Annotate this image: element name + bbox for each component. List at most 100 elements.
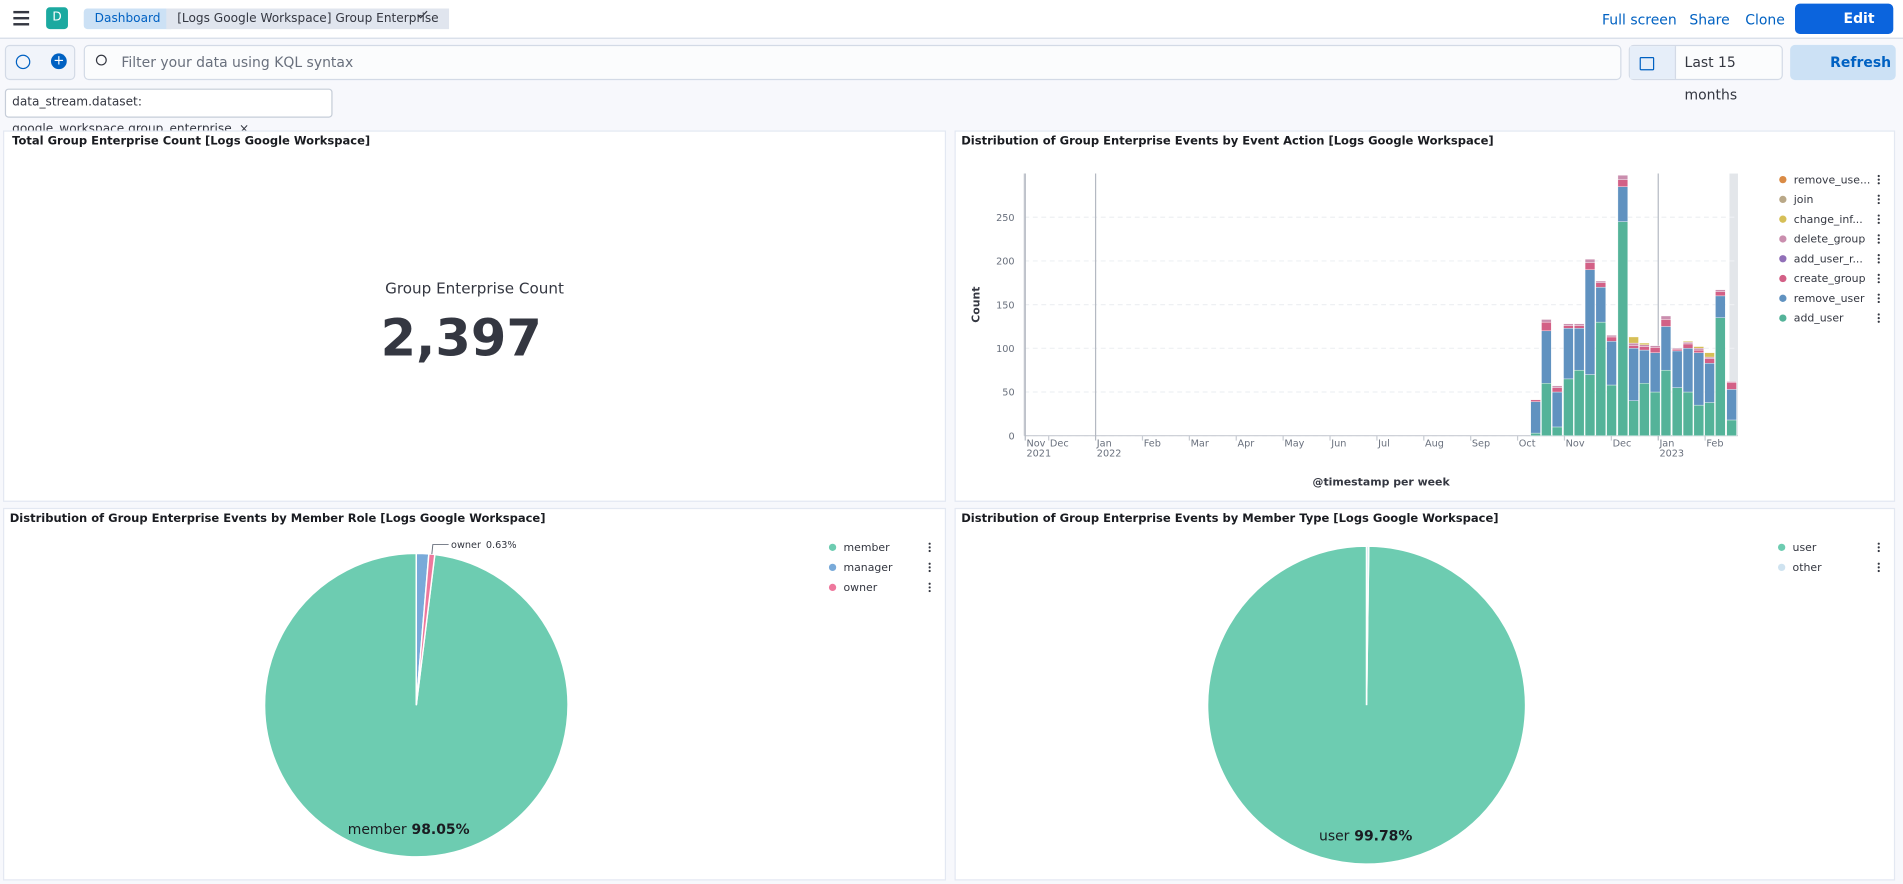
y-tick-label: 200	[996, 257, 1015, 268]
legend-swatch	[828, 583, 837, 592]
bar-segment	[1650, 345, 1661, 348]
full-screen-link[interactable]: Full screen	[1602, 10, 1677, 28]
legend-menu-dot	[928, 589, 931, 593]
x-tick-label-line: 2021	[1026, 448, 1051, 459]
legend-menu-dot	[1877, 293, 1880, 296]
slice-label: member 98.05%	[348, 822, 470, 838]
y-tick-label: 100	[996, 344, 1015, 355]
bar-segment	[1650, 347, 1661, 353]
bar-segment	[1563, 378, 1574, 436]
bar-segment	[1552, 387, 1563, 393]
axis-title: @timestamp per week	[1313, 475, 1451, 488]
panel-title: Total Group Enterprise Count [Logs Googl…	[12, 133, 370, 147]
bar-segment	[1693, 349, 1704, 353]
legend-menu-dot	[928, 542, 931, 545]
bar-segment	[1541, 321, 1552, 332]
filter-buttons[interactable]: +	[4, 44, 76, 81]
bar-segment	[1584, 259, 1596, 263]
axis-title: Count	[969, 287, 982, 323]
bar-segment	[1530, 399, 1541, 402]
bar-segment	[1595, 280, 1606, 283]
x-tick-label: Jan 2022	[1096, 439, 1122, 460]
bar-segment	[1704, 358, 1715, 364]
legend-swatch	[1779, 255, 1787, 263]
search-icon	[95, 54, 107, 66]
x-tick-label-line: Jan	[1658, 439, 1677, 450]
bar-segment	[1693, 404, 1704, 436]
bar-segment	[1682, 341, 1694, 343]
bar-segment	[1682, 343, 1694, 349]
x-tick-label: Nov 2021	[1026, 439, 1051, 460]
x-tick-label: Oct	[1519, 439, 1536, 450]
slice-value: 98.05%	[412, 822, 470, 838]
bar-segment	[1682, 391, 1694, 436]
bar-segment	[1541, 330, 1552, 384]
menu-button[interactable]	[13, 10, 30, 26]
x-tick-label: Apr	[1237, 439, 1254, 450]
bar-segment	[1552, 385, 1563, 388]
app-badge[interactable]: D	[46, 7, 68, 30]
bar-segment	[1682, 348, 1694, 393]
bar-segment	[1530, 401, 1541, 434]
query-input[interactable]: Filter your data using KQL syntax	[83, 44, 1622, 81]
legend-menu-dot	[928, 549, 931, 553]
refresh-button[interactable]: Refresh	[1790, 44, 1896, 81]
share-link[interactable]: Share	[1689, 10, 1730, 28]
y-tick-label: 50	[1002, 388, 1014, 399]
bar-segment	[1715, 317, 1726, 436]
panel-title: Distribution of Group Enterprise Events …	[961, 133, 1493, 147]
legend-menu-dot	[1877, 277, 1880, 280]
bar-segment	[1574, 323, 1585, 326]
filter-icon[interactable]	[15, 54, 31, 70]
bar-segment	[1617, 175, 1628, 180]
legend-menu-dot	[928, 562, 931, 565]
x-tick-label: Jul	[1377, 439, 1390, 450]
legend-menu-dot	[1877, 221, 1880, 224]
bar-segment	[1715, 289, 1726, 292]
legend-menu-dot	[1877, 254, 1880, 257]
bar-segment	[1639, 344, 1650, 347]
edit-button[interactable]: Edit	[1794, 3, 1894, 34]
bar-segment	[1552, 426, 1563, 436]
remove-filter[interactable]: ×	[238, 122, 250, 136]
slice-name: user	[1319, 828, 1350, 844]
legend-label: join	[1793, 193, 1814, 206]
legend-menu-dot	[1877, 320, 1880, 323]
bar-segment	[1617, 179, 1628, 187]
legend-label: owner	[843, 581, 877, 594]
bar-segment	[1606, 384, 1617, 436]
bar-segment	[1672, 387, 1683, 436]
bar-segment	[1726, 419, 1737, 436]
bar-segment	[1563, 323, 1574, 326]
legend-menu-dot	[1877, 273, 1880, 276]
bar-segment	[1660, 315, 1672, 320]
bar-segment	[1704, 352, 1715, 358]
x-tick-label: Feb	[1144, 439, 1161, 450]
bar-segment	[1595, 286, 1606, 323]
bar-segment	[1704, 356, 1715, 359]
legend-menu-dot	[1877, 237, 1880, 241]
legend-swatch	[1779, 314, 1787, 322]
slice-name: owner	[451, 540, 481, 551]
legend-menu-dot	[1877, 562, 1880, 565]
y-tick-label: 0	[1008, 431, 1014, 442]
add-filter-icon[interactable]: +	[50, 53, 67, 70]
legend-swatch	[828, 543, 837, 551]
filter-pill[interactable]: data_stream.dataset: google_workspace.gr…	[4, 88, 333, 136]
bar-segment	[1715, 295, 1726, 318]
bar-segment	[1574, 369, 1585, 436]
legend-menu-dot	[1877, 313, 1880, 316]
breadcrumb: [Logs Google Workspace] Group Enterprise	[166, 8, 450, 30]
x-tick-label: Dec	[1050, 439, 1069, 450]
calendar-button[interactable]	[1629, 46, 1677, 79]
legend-menu-dot	[1877, 194, 1880, 197]
legend-label: remove_user	[1794, 292, 1865, 305]
legend-swatch	[1779, 195, 1787, 204]
breadcrumb[interactable]: Dashboard	[83, 8, 172, 30]
x-tick-label: May	[1284, 439, 1304, 450]
clone-link[interactable]: Clone	[1745, 10, 1785, 28]
x-tick-label: Feb	[1706, 439, 1723, 450]
legend-menu-dot	[1877, 182, 1880, 185]
y-tick-label: 250	[996, 213, 1015, 224]
